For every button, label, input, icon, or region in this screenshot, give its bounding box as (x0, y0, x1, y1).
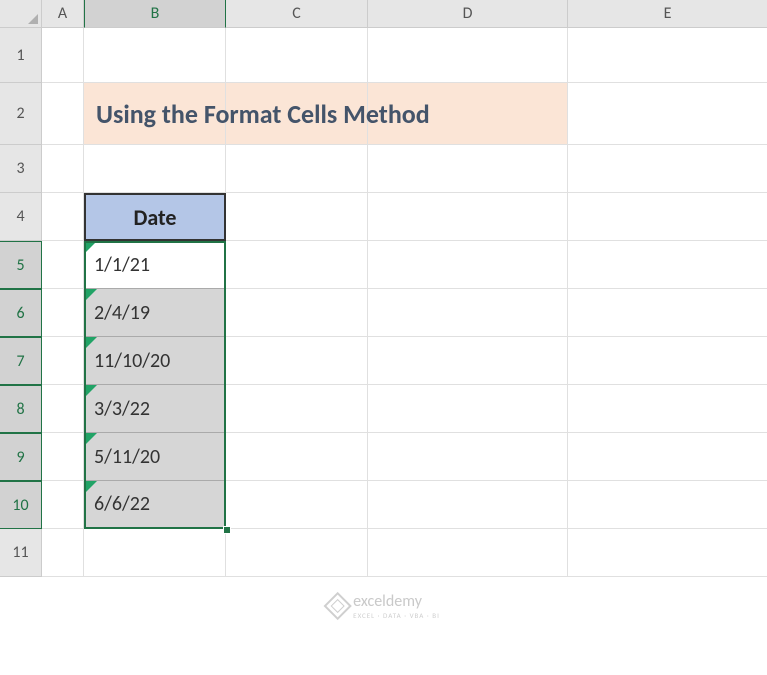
watermark-icon (323, 592, 351, 620)
cell-a3[interactable] (42, 145, 84, 193)
cell-e2[interactable] (568, 83, 767, 145)
cell-b6[interactable]: 2/4/19 (84, 289, 226, 337)
col-head-e[interactable]: E (568, 0, 767, 28)
row-head-6[interactable]: 6 (0, 289, 42, 337)
cell-c8[interactable] (226, 385, 368, 433)
cell-c9[interactable] (226, 433, 368, 481)
cell-e1[interactable] (568, 28, 767, 83)
row-head-7[interactable]: 7 (0, 337, 42, 385)
cell-d3[interactable] (368, 145, 568, 193)
cell-d10[interactable] (368, 481, 568, 529)
row-head-3[interactable]: 3 (0, 145, 42, 193)
row-head-8[interactable]: 8 (0, 385, 42, 433)
cell-e3[interactable] (568, 145, 767, 193)
cell-b3[interactable] (84, 145, 226, 193)
cell-e5[interactable] (568, 241, 767, 289)
cell-d11[interactable] (368, 529, 568, 577)
col-head-c[interactable]: C (226, 0, 368, 28)
row-head-10[interactable]: 10 (0, 481, 42, 529)
cell-a5[interactable] (42, 241, 84, 289)
cell-a7[interactable] (42, 337, 84, 385)
watermark: exceldemy EXCEL · DATA · VBA · BI (327, 592, 440, 620)
row-head-4[interactable]: 4 (0, 193, 42, 241)
cell-a9[interactable] (42, 433, 84, 481)
cell-d8[interactable] (368, 385, 568, 433)
cell-b7[interactable]: 11/10/20 (84, 337, 226, 385)
cell-d5[interactable] (368, 241, 568, 289)
col-head-a[interactable]: A (42, 0, 84, 28)
cell-b8[interactable]: 3/3/22 (84, 385, 226, 433)
cell-e9[interactable] (568, 433, 767, 481)
spreadsheet-grid: A B C D E 1 2 Using the Format Cells Met… (0, 0, 767, 577)
cell-d7[interactable] (368, 337, 568, 385)
cell-e4[interactable] (568, 193, 767, 241)
cell-c1[interactable] (226, 28, 368, 83)
cell-c4[interactable] (226, 193, 368, 241)
cell-a10[interactable] (42, 481, 84, 529)
watermark-text: exceldemy (353, 592, 422, 611)
fill-handle[interactable] (223, 526, 231, 534)
cell-a8[interactable] (42, 385, 84, 433)
cell-a1[interactable] (42, 28, 84, 83)
row-head-9[interactable]: 9 (0, 433, 42, 481)
cell-c6[interactable] (226, 289, 368, 337)
cell-a2[interactable] (42, 83, 84, 145)
cell-a11[interactable] (42, 529, 84, 577)
title-cell[interactable]: Using the Format Cells Method (84, 83, 226, 145)
cell-e6[interactable] (568, 289, 767, 337)
cell-c5[interactable] (226, 241, 368, 289)
col-head-d[interactable]: D (368, 0, 568, 28)
cell-b1[interactable] (84, 28, 226, 83)
cell-e7[interactable] (568, 337, 767, 385)
cell-c3[interactable] (226, 145, 368, 193)
cell-d9[interactable] (368, 433, 568, 481)
table-header-date[interactable]: Date (84, 193, 226, 241)
cell-e8[interactable] (568, 385, 767, 433)
cell-d4[interactable] (368, 193, 568, 241)
cell-b10[interactable]: 6/6/22 (84, 481, 226, 529)
cell-c10[interactable] (226, 481, 368, 529)
cell-c7[interactable] (226, 337, 368, 385)
cell-b5[interactable]: 1/1/21 (84, 241, 226, 289)
row-head-5[interactable]: 5 (0, 241, 42, 289)
cell-a4[interactable] (42, 193, 84, 241)
cell-b9[interactable]: 5/11/20 (84, 433, 226, 481)
select-all-corner[interactable] (0, 0, 42, 28)
cell-a6[interactable] (42, 289, 84, 337)
row-head-1[interactable]: 1 (0, 28, 42, 83)
watermark-subtext: EXCEL · DATA · VBA · BI (353, 611, 440, 620)
cell-c11[interactable] (226, 529, 368, 577)
cell-e11[interactable] (568, 529, 767, 577)
row-head-11[interactable]: 11 (0, 529, 42, 577)
cell-d6[interactable] (368, 289, 568, 337)
cell-e10[interactable] (568, 481, 767, 529)
cell-d1[interactable] (368, 28, 568, 83)
row-head-2[interactable]: 2 (0, 83, 42, 145)
col-head-b[interactable]: B (84, 0, 226, 28)
cell-b11[interactable] (84, 529, 226, 577)
